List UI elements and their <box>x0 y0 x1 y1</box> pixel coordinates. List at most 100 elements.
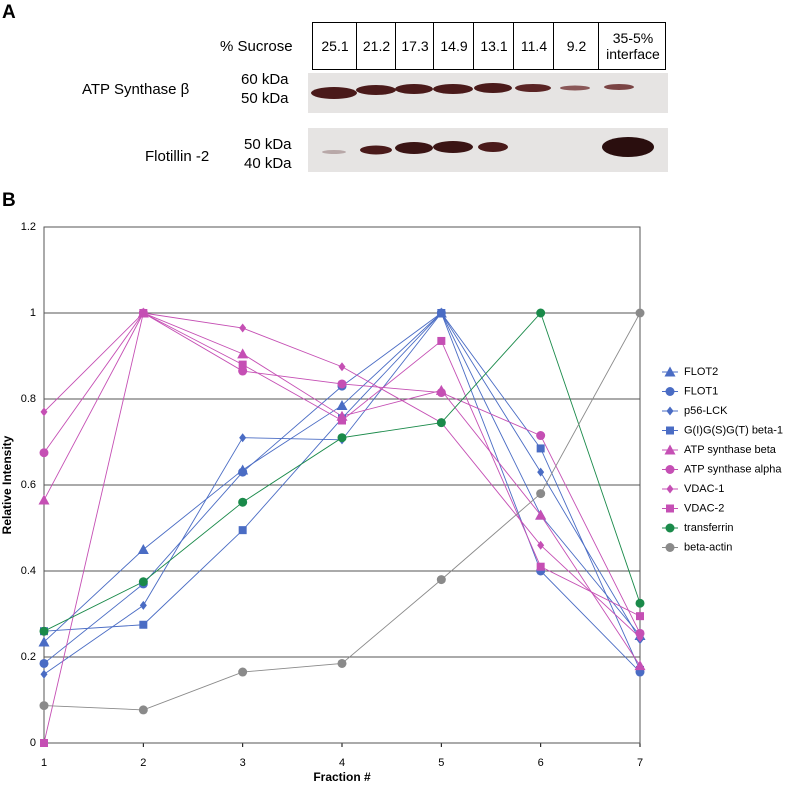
data-point <box>337 658 347 668</box>
band <box>604 84 634 90</box>
band <box>474 83 512 93</box>
legend-marker <box>665 387 675 396</box>
data-point <box>139 620 148 629</box>
y-tick-label: 0 <box>30 737 36 749</box>
panel-letter: B <box>2 190 16 211</box>
legend-marker <box>666 484 674 494</box>
data-point <box>337 433 347 443</box>
y-tick-label: 1 <box>30 307 36 319</box>
legend-label: p56-LCK <box>684 405 728 417</box>
legend-marker <box>664 366 676 377</box>
data-point <box>437 336 446 345</box>
column-header: 17.3 <box>395 22 434 70</box>
data-point <box>635 308 645 318</box>
legend-marker <box>665 523 675 533</box>
y-tick-label: 0.4 <box>21 565 36 577</box>
data-point <box>337 379 347 389</box>
data-point <box>536 562 545 571</box>
y-tick-label: 1.2 <box>21 221 36 233</box>
column-header: 11.4 <box>513 22 554 70</box>
data-point <box>39 448 49 458</box>
data-point <box>436 388 446 398</box>
data-point <box>436 418 446 428</box>
x-tick-label: 4 <box>339 757 345 769</box>
y-tick-label: 0.8 <box>21 393 36 405</box>
band <box>515 84 551 92</box>
x-tick-label: 7 <box>637 757 643 769</box>
band <box>356 85 396 95</box>
data-point <box>38 636 50 647</box>
legend-label: FLOT2 <box>684 366 718 378</box>
data-point <box>537 540 545 550</box>
data-point <box>238 497 248 507</box>
data-point <box>536 308 546 318</box>
data-point <box>336 399 348 410</box>
data-point <box>237 348 249 359</box>
data-point <box>239 323 247 333</box>
data-point <box>238 467 248 477</box>
band <box>311 87 357 99</box>
kda-marker: 60 kDa <box>241 71 289 88</box>
data-point <box>436 575 446 585</box>
data-point <box>535 509 547 520</box>
kda-marker: 50 kDa <box>241 90 289 107</box>
data-point <box>40 739 48 747</box>
data-point <box>238 526 247 535</box>
legend-marker <box>665 543 675 552</box>
band <box>322 150 346 154</box>
data-point <box>239 433 247 443</box>
data-point <box>138 577 148 587</box>
band <box>478 142 508 152</box>
data-point <box>40 407 48 417</box>
data-point <box>39 658 49 668</box>
band <box>395 84 433 94</box>
series-line <box>43 312 641 632</box>
column-header: 13.1 <box>473 22 514 70</box>
data-point <box>137 544 149 554</box>
band <box>360 145 392 155</box>
kda-marker: 50 kDa <box>244 136 292 153</box>
series-line <box>43 312 641 711</box>
legend-label: VDAC-1 <box>684 483 724 495</box>
data-point <box>636 612 644 621</box>
legend-label: transferrin <box>684 522 734 534</box>
legend-label: ATP synthase alpha <box>684 463 782 475</box>
plot-frame <box>43 226 641 744</box>
row-label: ATP Synthase β <box>82 81 190 98</box>
data-point <box>338 416 346 425</box>
legend-label: ATP synthase beta <box>684 444 777 456</box>
band <box>560 85 590 91</box>
chart: B Relative Intensity Fraction # 0 0.2 0.4 0… <box>0 190 783 784</box>
legend-label: G(I)G(S)G(T) beta-1 <box>684 424 783 436</box>
legend-label: FLOT1 <box>684 385 718 397</box>
x-tick-label: 6 <box>538 757 544 769</box>
legend-marker <box>664 444 676 455</box>
data-point <box>238 360 247 369</box>
legend-marker <box>666 406 674 416</box>
y-axis-label: Relative Intensity <box>0 435 14 534</box>
data-point <box>139 309 148 317</box>
column-header: 35-5% interface <box>598 22 667 70</box>
blot-image <box>308 73 668 172</box>
data-point <box>338 362 346 372</box>
legend-label: VDAC-2 <box>684 502 724 514</box>
column-header: 21.2 <box>356 22 396 70</box>
band <box>433 84 473 94</box>
x-tick-label: 2 <box>140 757 146 769</box>
data-point <box>238 667 248 677</box>
data-point <box>437 309 446 317</box>
series-line <box>43 312 641 744</box>
legend-marker <box>666 504 674 513</box>
data-point <box>40 669 48 679</box>
data-point <box>39 701 49 711</box>
kda-marker: 40 kDa <box>244 155 292 172</box>
x-tick-label: 1 <box>41 757 47 769</box>
data-point <box>634 660 646 671</box>
legend-label: beta-actin <box>684 541 732 553</box>
data-point <box>536 444 545 453</box>
legend-marker <box>665 465 675 474</box>
data-point <box>139 600 147 610</box>
row-label: Flotillin -2 <box>145 148 210 165</box>
data-point <box>38 494 50 505</box>
